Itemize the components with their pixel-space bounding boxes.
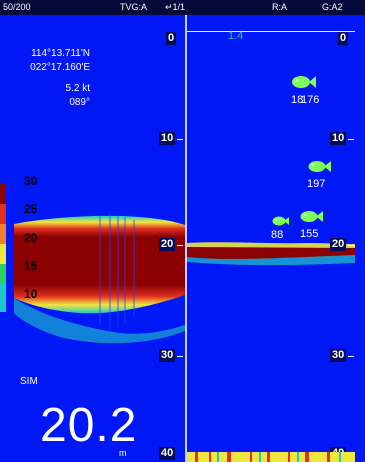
right-depth-label-10: 10 <box>330 132 347 145</box>
right-tick-20 <box>348 245 354 246</box>
fish-depth-label: 176 <box>301 94 320 106</box>
heading-readout: 089° <box>69 97 90 108</box>
scale-value: 1.4 <box>228 30 244 42</box>
left-tick-20 <box>177 245 183 246</box>
gain-range-readout: 50/200 <box>3 2 31 12</box>
depth-unit: m <box>119 448 127 458</box>
status-bar: 50/200 TVG:A ↵1/1 R:A G:A2 <box>0 0 365 15</box>
fish-icon <box>308 161 331 172</box>
fish-depth-label: 197 <box>307 178 326 190</box>
bottom-color-strip <box>187 452 355 462</box>
right-tick-10 <box>348 139 354 140</box>
fish-icon <box>292 76 316 88</box>
color-scale-bar <box>0 184 6 312</box>
left-depth-label-20: 20 <box>159 238 176 251</box>
current-depth-readout: 20.2 <box>40 399 138 452</box>
right-depth-label-30: 30 <box>330 349 347 362</box>
color-bar-label-30: 30 <box>24 174 38 188</box>
left-tick-10 <box>177 139 183 140</box>
right-depth-label-0: 0 <box>338 32 349 45</box>
latitude-readout: 114°13.711'N <box>31 48 90 59</box>
mode-label: SIM <box>20 376 38 387</box>
left-depth-label-0: 0 <box>166 32 177 45</box>
fish-depth-label: 155 <box>300 228 319 240</box>
color-bar-label-10: 10 <box>24 287 38 301</box>
tvg-readout: TVG:A <box>120 2 148 12</box>
color-bar-label-15: 15 <box>24 259 38 273</box>
fish-depth-label: 88 <box>271 229 284 241</box>
left-tick-30 <box>177 356 183 357</box>
range-mode-readout: R:A <box>272 2 288 12</box>
panel-divider <box>185 15 187 462</box>
scale-line <box>187 31 355 32</box>
color-bar-label-20: 20 <box>24 231 38 245</box>
page-indicator: ↵1/1 <box>165 2 186 12</box>
gain-mode-readout: G:A2 <box>322 2 343 12</box>
right-depth-label-20: 20 <box>330 238 347 251</box>
color-bar-label-25: 25 <box>24 202 38 216</box>
fish-icon <box>272 216 289 226</box>
right-tick-30 <box>348 356 354 357</box>
left-depth-label-30: 30 <box>159 349 176 362</box>
left-depth-label-10: 10 <box>159 132 176 145</box>
fish-icon <box>300 211 323 222</box>
left-echogram <box>14 213 185 344</box>
left-depth-label-40: 40 <box>159 447 176 460</box>
fish-depth-label: 18 <box>291 94 304 106</box>
right-echogram <box>187 242 355 266</box>
speed-readout: 5.2 kt <box>65 83 90 94</box>
longitude-readout: 022°17.160'E <box>30 62 90 73</box>
